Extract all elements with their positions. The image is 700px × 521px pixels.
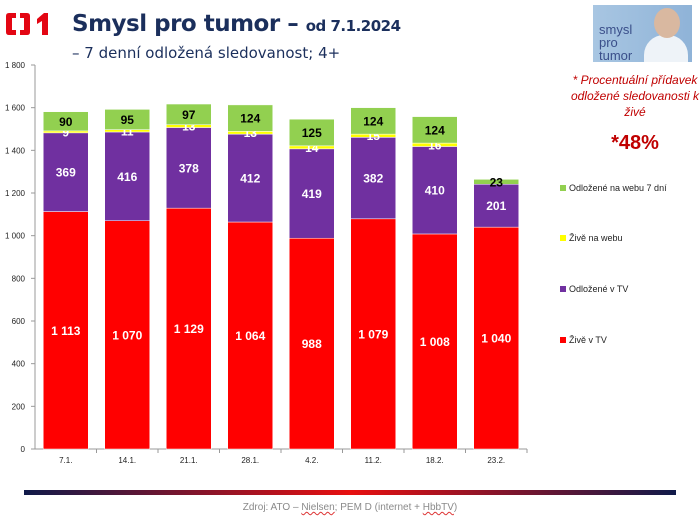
y-tick-label: 1 800 xyxy=(5,61,26,70)
x-tick-label: 7.1. xyxy=(59,456,72,465)
bar-segment xyxy=(473,226,519,450)
bar-segment xyxy=(166,207,212,450)
data-label: 412 xyxy=(240,172,260,186)
data-label: 1 064 xyxy=(235,329,265,343)
data-label: 378 xyxy=(179,161,199,175)
x-tick-label: 14.1. xyxy=(118,456,136,465)
y-tick-label: 200 xyxy=(12,402,26,411)
bar-segment xyxy=(350,218,396,450)
data-label: 369 xyxy=(56,166,76,180)
data-label: 124 xyxy=(363,114,383,128)
legend-item-tv-delayed: Odložené v TV xyxy=(560,284,628,294)
page-subtitle: – 7 denní odložená sledovanost; 4+ xyxy=(72,44,341,62)
page-title: Smysl pro tumor – od 7.1.2024 xyxy=(72,11,401,37)
data-label: 97 xyxy=(182,108,196,122)
legend-item-web-delayed: Odložené na webu 7 dní xyxy=(560,183,667,193)
data-label: 23 xyxy=(490,175,504,189)
data-label: 1 008 xyxy=(420,335,450,349)
bar-segment xyxy=(473,184,519,228)
bar-segment xyxy=(412,233,458,450)
data-label: 1 070 xyxy=(112,328,142,342)
data-label: 201 xyxy=(486,199,506,213)
legend-swatch xyxy=(560,185,566,191)
x-tick-label: 4.2. xyxy=(305,456,318,465)
data-label: 419 xyxy=(302,187,322,201)
data-label: 416 xyxy=(117,170,137,184)
bar-segment xyxy=(166,103,212,125)
data-label: 95 xyxy=(121,113,135,127)
bar-segment xyxy=(350,137,396,220)
x-tick-label: 23.2. xyxy=(487,456,505,465)
data-label: 124 xyxy=(425,123,445,137)
promo-logo-text: smysl pro tumor xyxy=(599,22,633,62)
bar-segment xyxy=(350,107,396,135)
data-label: 9 xyxy=(62,125,69,139)
show-promo-image: smysl pro tumor xyxy=(593,5,692,62)
bar-segment xyxy=(43,132,89,212)
y-tick-label: 1 600 xyxy=(5,104,26,113)
y-tick-label: 400 xyxy=(12,360,26,369)
bar-segment xyxy=(227,104,273,132)
bar-segment xyxy=(227,221,273,450)
bar-segment xyxy=(289,237,335,450)
legend-swatch xyxy=(560,235,566,241)
y-tick-label: 600 xyxy=(12,317,26,326)
bar-segment xyxy=(104,220,150,450)
percent-value: *48% xyxy=(611,132,659,154)
data-label: 90 xyxy=(59,115,73,129)
legend-item-tv-live: Živě v TV xyxy=(560,335,607,345)
data-label: 382 xyxy=(363,172,383,186)
stacked-bar-chart: 0 200 400 600 800 1 000 1 200 1 400 1 600 1 800 7.… xyxy=(5,61,528,465)
data-label: 410 xyxy=(425,184,445,198)
bar-segment xyxy=(289,118,335,147)
source-note: Zdroj: ATO – Nielsen; PEM D (internet + … xyxy=(242,502,458,513)
bar-segment xyxy=(412,116,458,144)
bar-segment xyxy=(473,179,519,185)
x-tick-label: 18.2. xyxy=(426,456,444,465)
percent-note: * Procentuální přídavek odložené sledova… xyxy=(570,73,700,119)
x-tick-label: 11.2. xyxy=(365,456,382,465)
x-tick-label: 28.1. xyxy=(241,456,259,465)
data-label: 125 xyxy=(302,126,322,140)
y-tick-label: 1 200 xyxy=(5,189,26,198)
data-label: 1 079 xyxy=(358,327,388,341)
legend-item-web-live: Živě na webu xyxy=(560,233,623,243)
ct1-logo xyxy=(6,13,48,35)
legend-swatch xyxy=(560,286,566,292)
data-label: 1 113 xyxy=(51,324,81,338)
y-tick-label: 1 400 xyxy=(5,146,26,155)
bar-segment xyxy=(43,111,89,132)
bar-segment xyxy=(166,127,212,209)
x-tick-label: 21.1. xyxy=(180,456,198,465)
bar-segment xyxy=(43,211,89,450)
y-tick-label: 0 xyxy=(21,445,26,454)
y-tick-label: 800 xyxy=(12,274,26,283)
bar-segment xyxy=(104,109,150,130)
data-label: 988 xyxy=(302,337,322,351)
divider-line xyxy=(24,490,676,495)
y-tick-label: 1 000 xyxy=(5,232,26,241)
data-label: 1 129 xyxy=(174,322,204,336)
data-label: 1 040 xyxy=(481,332,511,346)
data-label: 124 xyxy=(240,112,260,126)
legend-swatch xyxy=(560,337,566,343)
